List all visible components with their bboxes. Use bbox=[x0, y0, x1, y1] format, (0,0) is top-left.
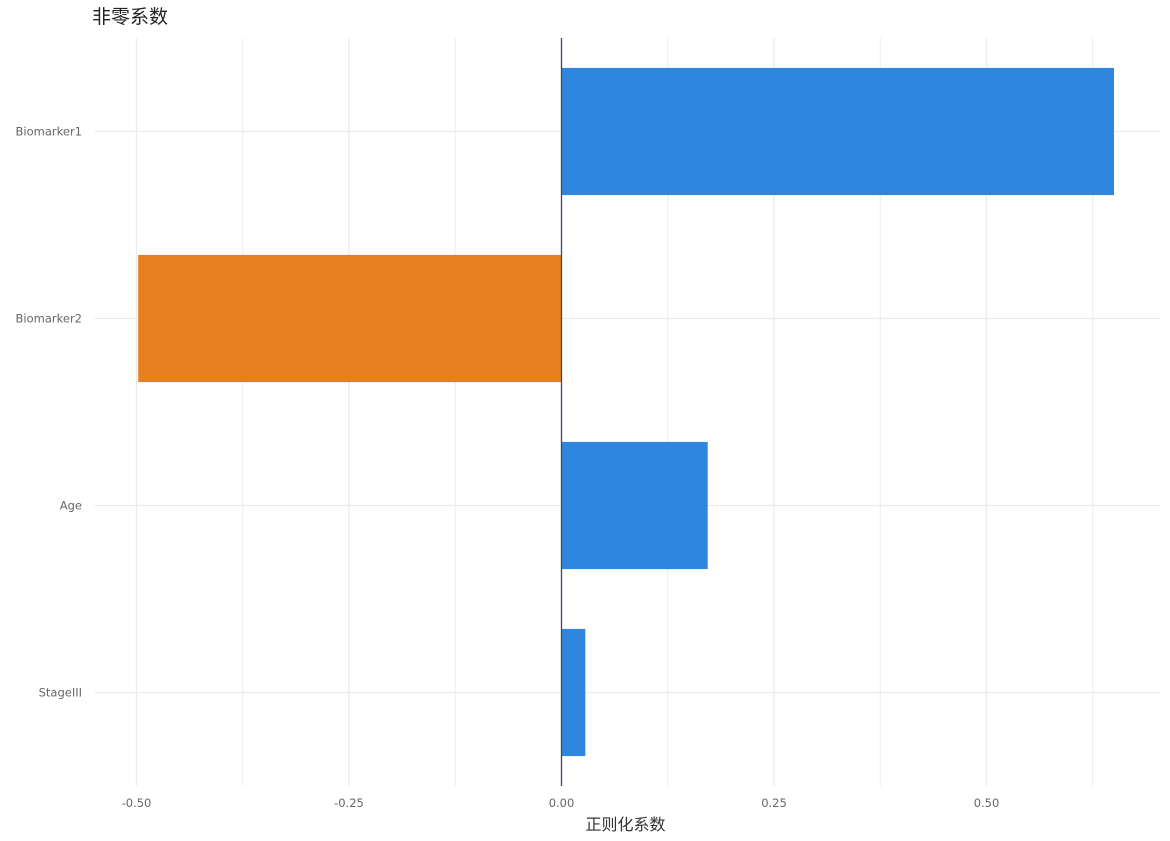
x-tick-label: 0.25 bbox=[761, 796, 787, 810]
x-tick-label: -0.50 bbox=[122, 796, 152, 810]
bar-biomarker2 bbox=[138, 254, 562, 383]
bar-stageiii bbox=[561, 628, 586, 757]
x-tick-label: -0.25 bbox=[334, 796, 364, 810]
y-tick-label: StageIII bbox=[39, 686, 82, 700]
bar-biomarker1 bbox=[561, 67, 1114, 196]
y-tick-label: Age bbox=[60, 499, 82, 513]
chart-title: 非零系数 bbox=[92, 6, 169, 28]
x-tick-label: 0.00 bbox=[549, 796, 575, 810]
y-tick-label: Biomarker2 bbox=[16, 312, 82, 326]
bar-age bbox=[561, 441, 708, 570]
x-tick-label: 0.50 bbox=[974, 796, 1000, 810]
x-axis-label: 正则化系数 bbox=[585, 815, 665, 834]
y-tick-label: Biomarker1 bbox=[16, 125, 82, 139]
